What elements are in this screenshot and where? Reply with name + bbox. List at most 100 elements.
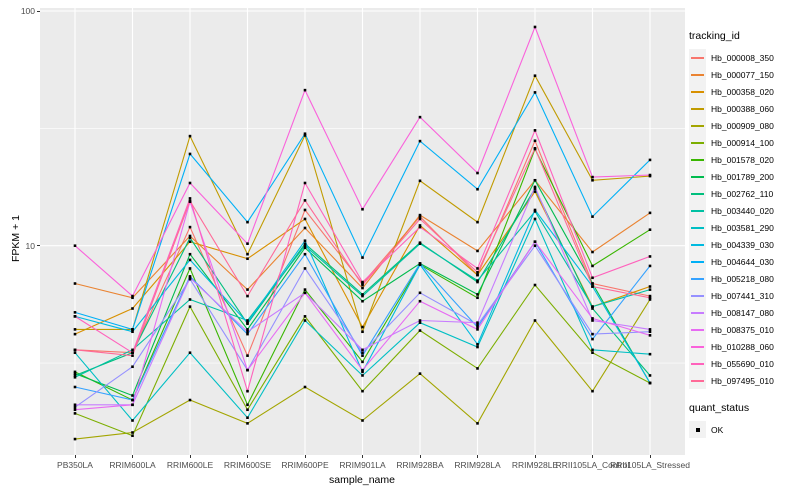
data-point-marker bbox=[73, 437, 77, 441]
data-point-marker bbox=[476, 273, 479, 277]
x-tick-mark bbox=[592, 455, 593, 458]
data-point-marker bbox=[188, 236, 192, 240]
data-point-marker bbox=[361, 368, 364, 372]
x-tick-mark bbox=[247, 455, 248, 458]
legend-key bbox=[689, 219, 706, 236]
data-point-marker bbox=[533, 208, 537, 212]
data-point-marker bbox=[591, 276, 594, 280]
data-point-marker bbox=[246, 242, 249, 245]
legend-item: Hb_055690_010 bbox=[689, 355, 799, 372]
data-point-marker bbox=[361, 389, 364, 393]
data-point-marker bbox=[303, 385, 307, 389]
data-point-marker bbox=[361, 374, 364, 377]
data-point-marker bbox=[188, 134, 192, 138]
data-point-marker bbox=[418, 224, 422, 227]
data-point-marker bbox=[476, 271, 479, 274]
data-point-marker bbox=[533, 244, 537, 247]
legend-item-label: Hb_005218_080 bbox=[711, 273, 774, 284]
legend-item-label: Hb_000008_350 bbox=[711, 52, 774, 63]
x-axis-title: sample_name bbox=[329, 474, 395, 486]
data-point-marker bbox=[303, 252, 307, 256]
x-tick-mark bbox=[189, 455, 191, 458]
data-point-marker bbox=[648, 328, 652, 331]
legend-color-line-icon bbox=[691, 90, 704, 93]
x-tick-label: PB350LA bbox=[57, 460, 93, 470]
data-point-marker bbox=[648, 330, 652, 334]
legend-key bbox=[689, 100, 706, 117]
legend-item-label: Hb_003581_290 bbox=[711, 222, 774, 233]
data-point-marker bbox=[648, 173, 652, 177]
data-point-marker bbox=[73, 351, 77, 355]
data-point-marker bbox=[533, 217, 537, 221]
data-point-marker bbox=[131, 294, 134, 298]
data-point-marker bbox=[361, 256, 364, 259]
legend-color-line-icon bbox=[691, 362, 704, 365]
data-point-marker bbox=[246, 328, 249, 331]
legend-color-line-icon bbox=[691, 277, 704, 280]
data-point-marker bbox=[131, 328, 134, 331]
data-point-marker bbox=[131, 419, 134, 422]
legend-item-label: Hb_000077_150 bbox=[711, 69, 774, 80]
y-tick-mark bbox=[37, 10, 40, 12]
data-point-marker bbox=[303, 288, 307, 291]
legend-color-line-icon bbox=[691, 294, 704, 297]
x-tick-mark bbox=[649, 455, 651, 458]
data-point-marker bbox=[476, 367, 479, 370]
data-point-marker bbox=[476, 187, 479, 191]
x-tick-label: RRIM928LE bbox=[511, 460, 559, 470]
data-point-marker bbox=[131, 394, 134, 397]
data-point-marker bbox=[533, 178, 537, 182]
legend-item-label: Hb_000914_100 bbox=[711, 137, 774, 148]
data-point-marker bbox=[476, 171, 479, 175]
legend-item: Hb_002762_110 bbox=[689, 185, 799, 202]
data-point-marker bbox=[73, 372, 77, 375]
data-point-marker bbox=[361, 286, 364, 290]
data-point-marker bbox=[303, 267, 307, 270]
data-point-marker bbox=[361, 419, 364, 422]
data-point-marker bbox=[648, 298, 652, 301]
legend-item: Hb_000358_020 bbox=[689, 83, 799, 100]
data-point-marker bbox=[591, 317, 594, 320]
data-point-marker bbox=[418, 139, 422, 143]
x-tick-mark bbox=[74, 455, 76, 458]
legend-item-label: Hb_010288_060 bbox=[711, 341, 774, 352]
data-point-marker bbox=[246, 294, 249, 298]
legend-color-line-icon bbox=[691, 141, 704, 144]
legend-item-label: Hb_004644_030 bbox=[711, 256, 774, 267]
data-point-marker bbox=[188, 275, 192, 278]
data-point-marker bbox=[131, 296, 134, 300]
data-point-marker bbox=[73, 282, 77, 285]
data-point-marker bbox=[303, 226, 307, 230]
data-point-marker bbox=[533, 187, 537, 190]
data-point-marker bbox=[418, 321, 422, 324]
x-tick-label: RRII105LA_Control bbox=[555, 460, 630, 470]
legend-key bbox=[689, 421, 706, 438]
legend-key bbox=[689, 83, 706, 100]
data-point-marker bbox=[591, 178, 594, 182]
data-point-marker bbox=[533, 210, 537, 213]
data-point-marker bbox=[591, 319, 594, 322]
legend-key bbox=[689, 338, 706, 355]
data-point-marker bbox=[648, 352, 652, 356]
data-point-marker bbox=[303, 246, 307, 250]
data-point-marker bbox=[476, 343, 479, 346]
data-point-marker bbox=[131, 398, 134, 402]
data-point-marker bbox=[418, 319, 422, 322]
data-point-marker bbox=[361, 370, 364, 374]
data-point-marker bbox=[303, 242, 307, 245]
data-point-marker bbox=[73, 332, 77, 336]
legend-item-label: Hb_000909_080 bbox=[711, 120, 774, 131]
legend-item: Hb_000388_060 bbox=[689, 100, 799, 117]
plot-panel bbox=[40, 8, 685, 455]
legend-item-label: Hb_007441_310 bbox=[711, 290, 774, 301]
data-point-marker bbox=[418, 179, 422, 183]
data-point-marker bbox=[418, 213, 422, 217]
data-point-marker bbox=[361, 360, 364, 364]
data-point-marker bbox=[533, 129, 537, 132]
data-point-marker bbox=[361, 283, 364, 287]
data-point-marker bbox=[361, 294, 364, 298]
data-point-marker bbox=[73, 328, 77, 331]
data-point-marker bbox=[246, 422, 249, 425]
data-point-marker bbox=[533, 283, 537, 287]
data-point-marker bbox=[476, 323, 479, 327]
